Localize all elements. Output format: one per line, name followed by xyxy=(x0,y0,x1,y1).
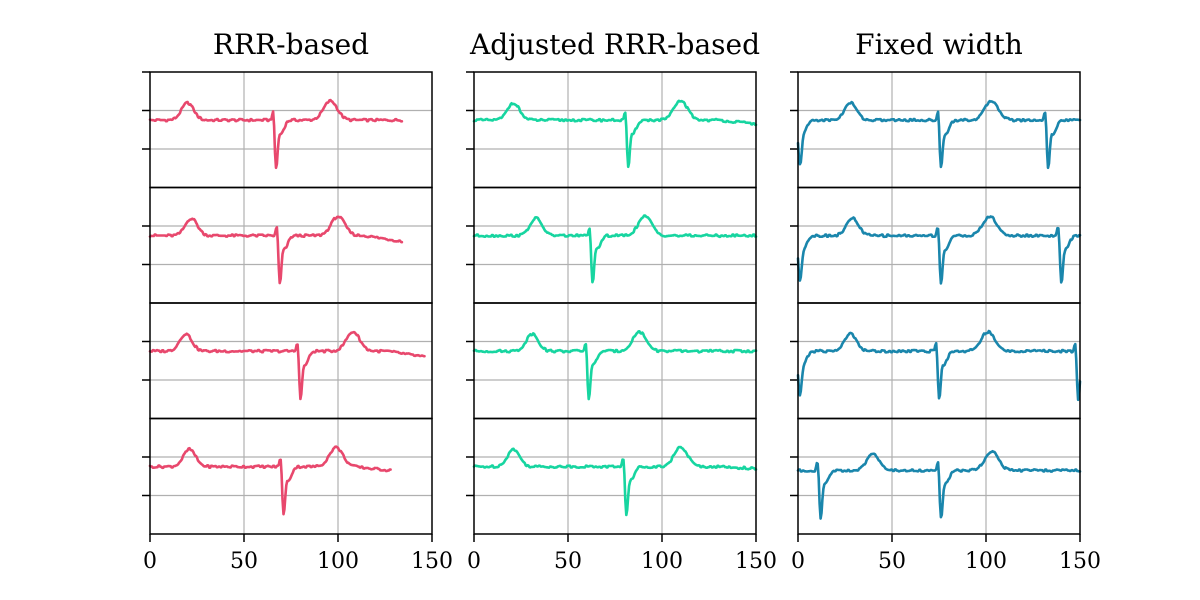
subplot-1-3 xyxy=(142,302,433,420)
x-tick-label: 50 xyxy=(554,549,582,574)
subplot-frame xyxy=(797,302,1081,420)
ecg-trace xyxy=(472,214,758,284)
subplot-frame xyxy=(473,186,757,304)
subplot-1-4 xyxy=(142,417,433,535)
panel-title-2: Adjusted RRR-based xyxy=(469,28,760,61)
x-tick-label: 100 xyxy=(317,549,359,574)
subplot-3-2 xyxy=(790,186,1082,304)
panel-title-3: Fixed width xyxy=(855,28,1023,61)
x-tick-label: 0 xyxy=(791,549,805,574)
x-tick-label: 100 xyxy=(641,549,683,574)
ecg-trace xyxy=(148,98,404,170)
subplot-3-1 xyxy=(790,71,1082,189)
subplot-1-1 xyxy=(142,71,433,189)
x-tick-label: 50 xyxy=(878,549,906,574)
subplot-frame xyxy=(149,71,433,189)
ecg-trace xyxy=(796,215,1082,285)
subplot-frame xyxy=(473,417,757,535)
x-tick-label: 150 xyxy=(411,549,453,574)
ecg-trace xyxy=(472,445,758,517)
ecg-trace xyxy=(472,99,758,169)
ecg-trace xyxy=(796,329,1082,402)
ecg-trace xyxy=(472,329,758,401)
ecg-trace xyxy=(148,445,392,516)
subplot-2-2 xyxy=(466,186,758,304)
x-tick-label: 50 xyxy=(230,549,258,574)
subplot-2-4 xyxy=(466,417,758,535)
subplot-frame xyxy=(149,302,433,420)
subplot-3-4 xyxy=(790,417,1082,535)
subplot-frame xyxy=(473,71,757,189)
subplot-frame xyxy=(473,302,757,420)
subplot-3-3 xyxy=(790,302,1082,420)
subplot-1-2 xyxy=(142,186,433,304)
x-tick-label: 100 xyxy=(965,549,1007,574)
subplot-frame xyxy=(149,417,433,535)
x-tick-label: 0 xyxy=(143,549,157,574)
subplot-frame xyxy=(149,186,433,304)
subplot-2-3 xyxy=(466,302,758,420)
subplot-frame xyxy=(797,417,1081,535)
panel-title-1: RRR-based xyxy=(213,28,369,61)
subplot-2-1 xyxy=(466,71,758,189)
ecg-trace xyxy=(796,99,1082,170)
x-tick-label: 150 xyxy=(735,549,777,574)
ecg-trace xyxy=(148,215,404,285)
x-tick-label: 150 xyxy=(1059,549,1101,574)
ecg-trace xyxy=(796,449,1082,520)
ecg-trace xyxy=(148,330,426,401)
x-tick-label: 0 xyxy=(467,549,481,574)
